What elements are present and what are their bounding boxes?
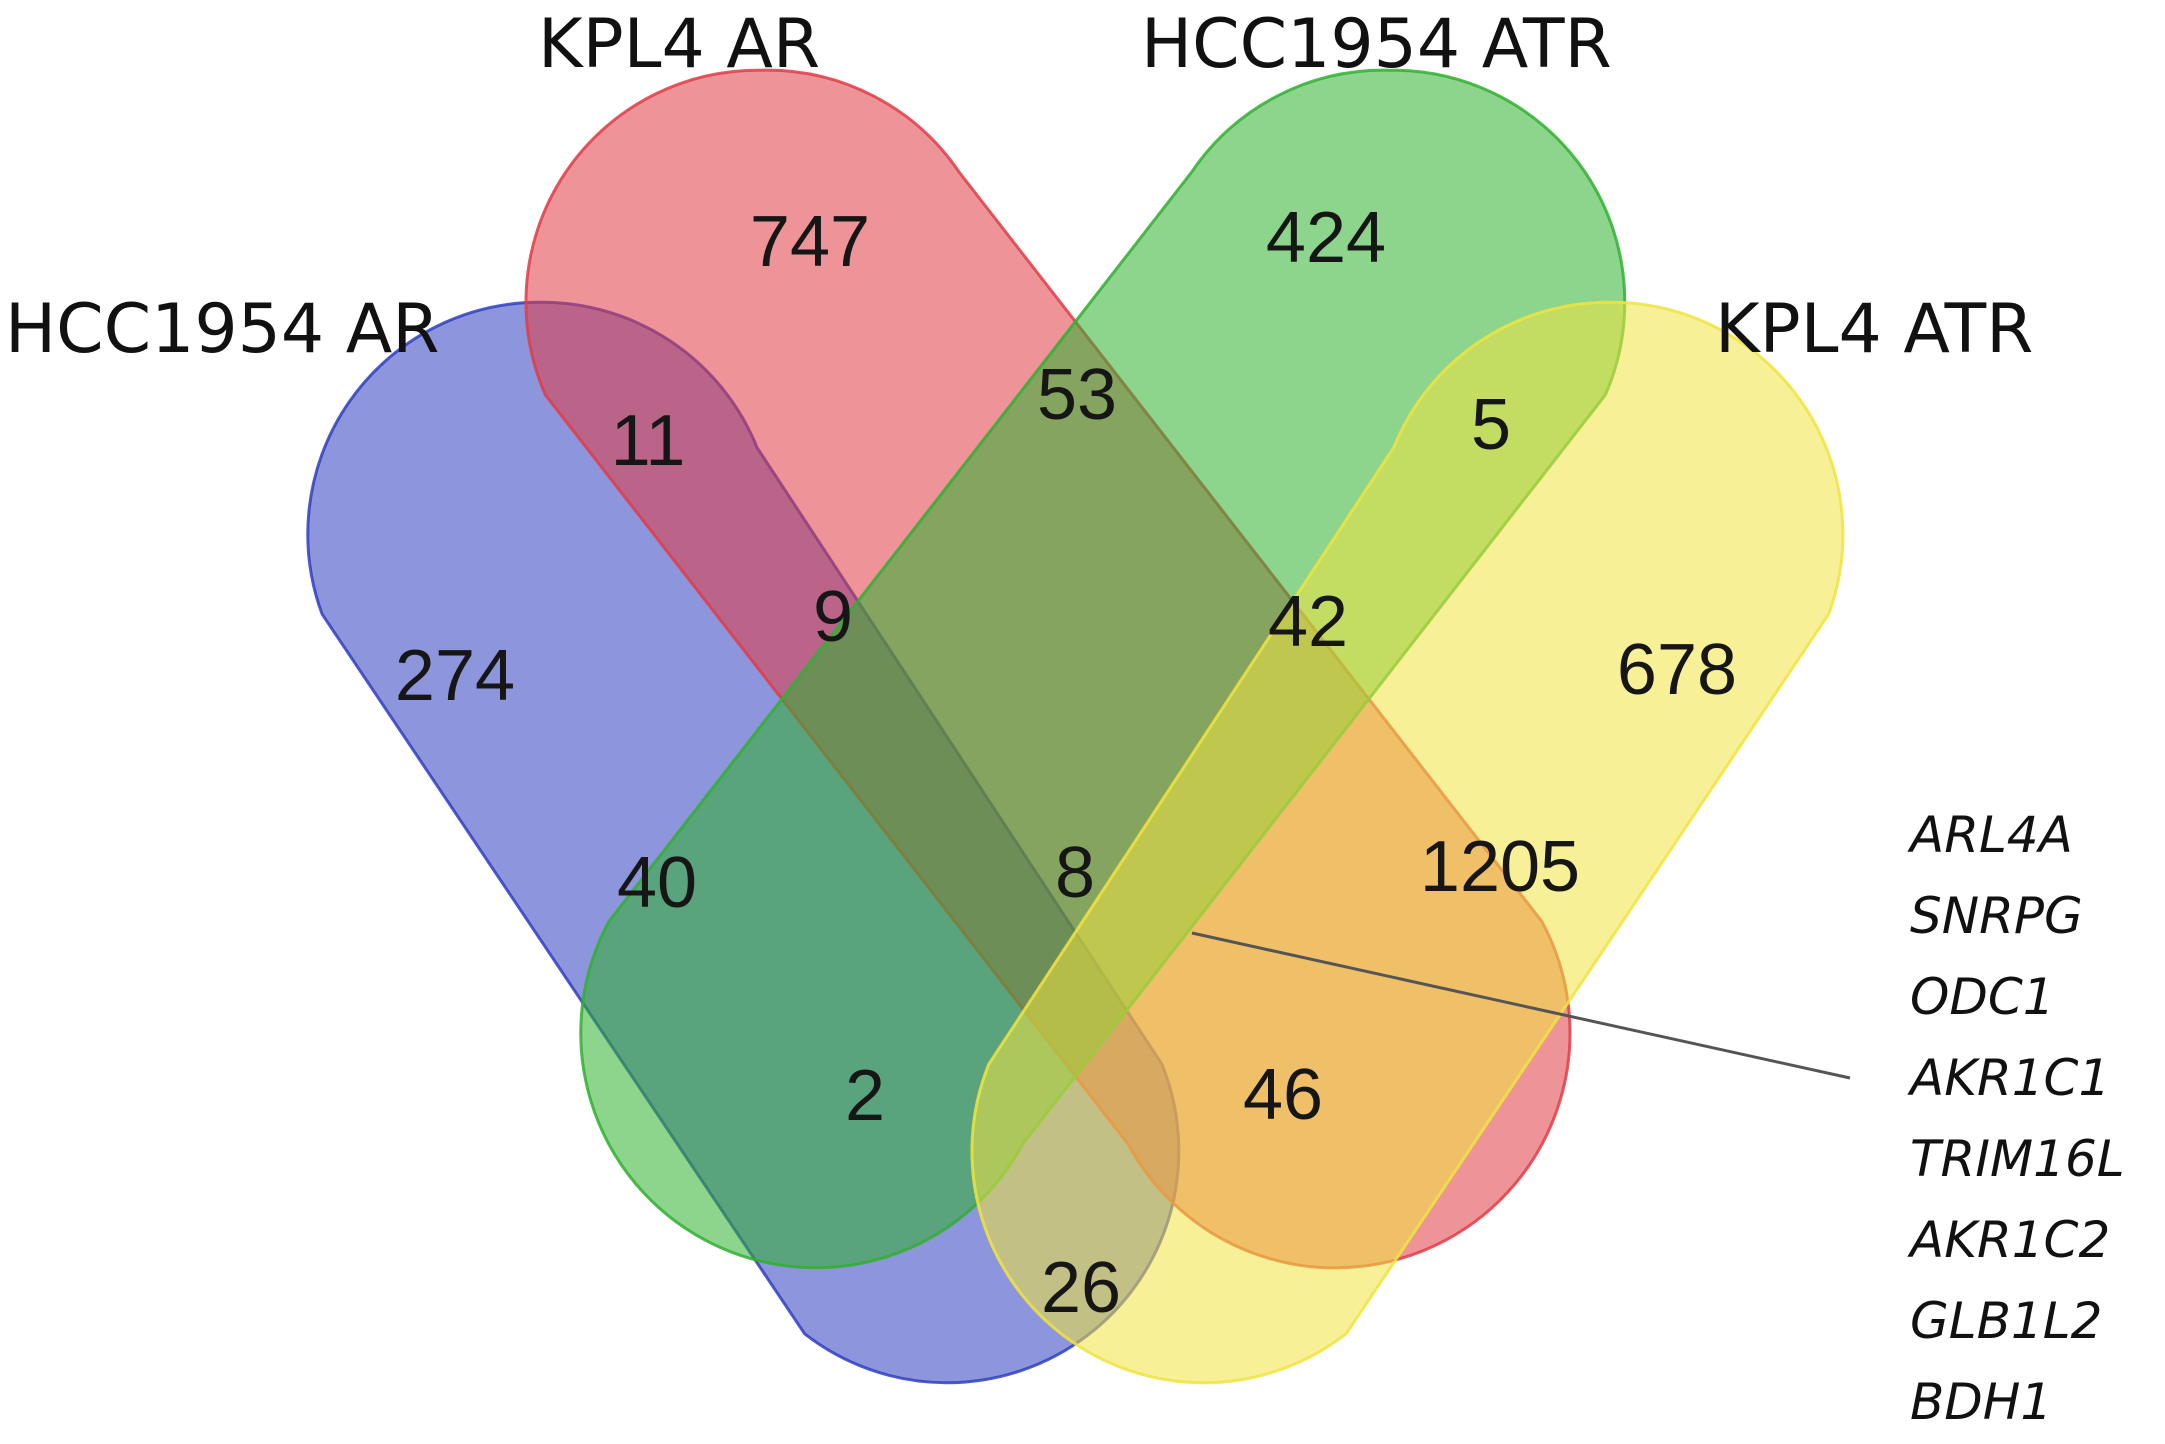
set-label-hcc1954-atr: HCC1954 ATR	[1141, 5, 1612, 84]
count-kpl4-ar-hcc1954-atr: 53	[1037, 355, 1117, 435]
set-label-kpl4-ar: KPL4 AR	[538, 5, 820, 84]
gene-name: TRIM16L	[1910, 1130, 2125, 1188]
gene-list: ARL4A SNRPG ODC1 AKR1C1 TRIM16L AKR1C2 G…	[1907, 806, 2125, 1431]
gene-name: ARL4A	[1907, 806, 2073, 864]
count-all-four: 8	[1055, 833, 1095, 913]
count-kpl4-ar-kpl4-atr: 1205	[1420, 827, 1580, 907]
region-counts: 747 424 274 678 11 53 5 9 42 40 8 1205 2…	[395, 198, 1737, 1328]
count-kpl4-ar-only: 747	[750, 202, 870, 282]
gene-name: AKR1C2	[1907, 1211, 2110, 1269]
gene-name: ODC1	[1910, 968, 2055, 1026]
count-hcc1954-atr-kpl4-atr: 5	[1471, 385, 1511, 465]
set-shapes	[306, 68, 1845, 1385]
gene-name: BDH1	[1910, 1373, 2052, 1431]
callout-leader-line	[1191, 931, 1851, 1080]
count-kpl4-ar-hcc1954-atr-kpl4-atr: 42	[1268, 582, 1348, 662]
count-hcc1954-ar-kpl4-ar-kpl4-atr: 46	[1243, 1055, 1323, 1135]
count-hcc1954-ar-hcc1954-atr: 40	[617, 843, 697, 923]
count-hcc1954-ar-kpl4-ar: 11	[611, 401, 686, 481]
count-kpl4-atr-only: 678	[1617, 630, 1737, 710]
count-hcc1954-ar-kpl4-ar-hcc1954-atr: 9	[813, 577, 853, 657]
gene-name: AKR1C1	[1907, 1049, 2110, 1107]
count-hcc1954-ar-only: 274	[395, 636, 515, 716]
set-label-kpl4-atr: KPL4 ATR	[1715, 290, 2033, 369]
gene-name: GLB1L2	[1910, 1292, 2102, 1350]
count-hcc1954-ar-kpl4-atr: 26	[1041, 1248, 1121, 1328]
count-hcc1954-atr-only: 424	[1266, 198, 1386, 278]
set-label-hcc1954-ar: HCC1954 AR	[5, 290, 440, 369]
count-hcc1954-ar-hcc1954-atr-kpl4-atr: 2	[845, 1056, 885, 1136]
gene-name: SNRPG	[1910, 887, 2083, 945]
set-shape-hcc1954-atr	[579, 68, 1627, 1270]
set-shape-kpl4-atr	[970, 300, 1845, 1385]
